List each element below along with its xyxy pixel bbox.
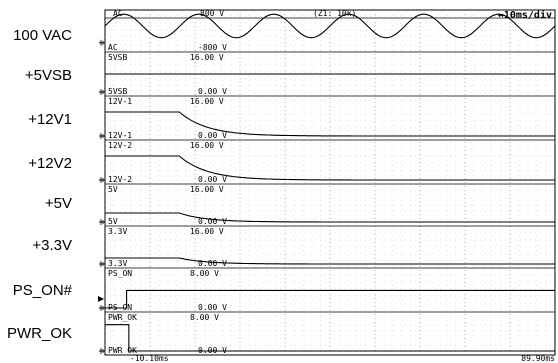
channel-scale-top: 16.00 V bbox=[190, 227, 224, 236]
ground-marker-tick bbox=[100, 261, 104, 267]
channel-label: +3.3V bbox=[32, 237, 72, 254]
header-channel-scale: 800 V bbox=[200, 9, 224, 18]
channel-label: PWR_OK bbox=[7, 325, 72, 342]
channel-tag-top: 12V-2 bbox=[108, 141, 132, 150]
channel-scale-top: 16.00 V bbox=[190, 141, 224, 150]
ground-marker-tick bbox=[100, 219, 104, 225]
ground-marker-tick bbox=[100, 133, 104, 139]
channel-scale-top: 16.00 V bbox=[190, 53, 224, 62]
channel-strips: AC -800 V 5VSB 16.00 V 5VSB 0.00 V 12V-1 16.00 … bbox=[98, 39, 555, 355]
channel-tag-bottom: 5V bbox=[108, 217, 118, 226]
channel-label: +5V bbox=[45, 195, 72, 212]
trace-ac bbox=[104, 13, 556, 39]
channel-scale-top: 8.00 V bbox=[190, 269, 219, 278]
channel-tag-top: PS_ON bbox=[108, 269, 132, 278]
channel-scale-top: 8.00 V bbox=[190, 313, 219, 322]
channel-scale-bottom: 0.00 V bbox=[198, 217, 227, 226]
trigger-marker bbox=[98, 296, 104, 302]
channel-tag-bottom: 3.3V bbox=[108, 259, 127, 268]
channel-tag-bottom: 12V-2 bbox=[108, 175, 132, 184]
channel-tag-top: 12V-1 bbox=[108, 97, 132, 106]
channel-tag-bottom: 5VSB bbox=[108, 87, 127, 96]
channel-label: PS_ON# bbox=[13, 282, 73, 299]
channel-scale-bottom: 0.00 V bbox=[198, 175, 227, 184]
ground-marker-tick bbox=[100, 177, 104, 183]
channel-tag-top: 5VSB bbox=[108, 53, 127, 62]
channel-label: +5VSB bbox=[25, 67, 72, 84]
channel-scale-bottom: -800 V bbox=[198, 43, 227, 52]
trace-12v-2 bbox=[105, 155, 555, 181]
zoom-readout: (Z1: 10k) bbox=[313, 9, 356, 18]
channel-scale-bottom: 0.00 V bbox=[198, 131, 227, 140]
channel-tag-top: 3.3V bbox=[108, 227, 127, 236]
channel-side-labels: 100 VAC +5VSB +12V1 +12V2 +5V +3.3V PS_ON# PWR_… bbox=[7, 27, 73, 342]
channel-tag-bottom: 12V-1 bbox=[108, 131, 132, 140]
x-axis-start-label: -10.10ms bbox=[130, 354, 169, 363]
time-axis: -10.10ms 89.90ms bbox=[130, 354, 555, 363]
channel-label: +12V1 bbox=[28, 111, 72, 128]
ground-marker-tick bbox=[100, 305, 104, 311]
signal-traces bbox=[104, 13, 556, 352]
trace-ps-on bbox=[105, 289, 555, 309]
channel-label: +12V2 bbox=[28, 155, 72, 172]
channel-scale-bottom: 0.00 V bbox=[198, 259, 227, 268]
channel-tag-top: 5V bbox=[108, 185, 118, 194]
ground-marker-tick bbox=[100, 89, 104, 95]
trace-12v-1 bbox=[105, 111, 555, 137]
grid bbox=[104, 9, 556, 356]
header-bar: AC 800 V (Z1: 10k) ↔10ms/div bbox=[113, 9, 552, 21]
channel-tag-bottom: AC bbox=[108, 43, 118, 52]
channel-tag-top: PWR_OK bbox=[108, 313, 137, 322]
x-axis-end-label: 89.90ms bbox=[521, 354, 555, 363]
channel-tag-bottom: PWR_OK bbox=[108, 346, 137, 355]
trace-5v bbox=[105, 212, 555, 223]
channel-scale-bottom: 0.00 V bbox=[198, 303, 227, 312]
trace-pwr-ok bbox=[105, 324, 555, 352]
timebase-readout: ↔10ms/div bbox=[498, 9, 552, 21]
channel-scale-bottom: 0.00 V bbox=[198, 87, 227, 96]
ground-marker-tick bbox=[100, 39, 104, 46]
header-channel-tag: AC bbox=[113, 9, 123, 18]
channel-label: 100 VAC bbox=[13, 27, 72, 44]
channel-scale-top: 16.00 V bbox=[190, 185, 224, 194]
channel-scale-top: 16.00 V bbox=[190, 97, 224, 106]
trace-3-3v bbox=[105, 257, 555, 265]
ground-marker-tick bbox=[100, 348, 104, 354]
